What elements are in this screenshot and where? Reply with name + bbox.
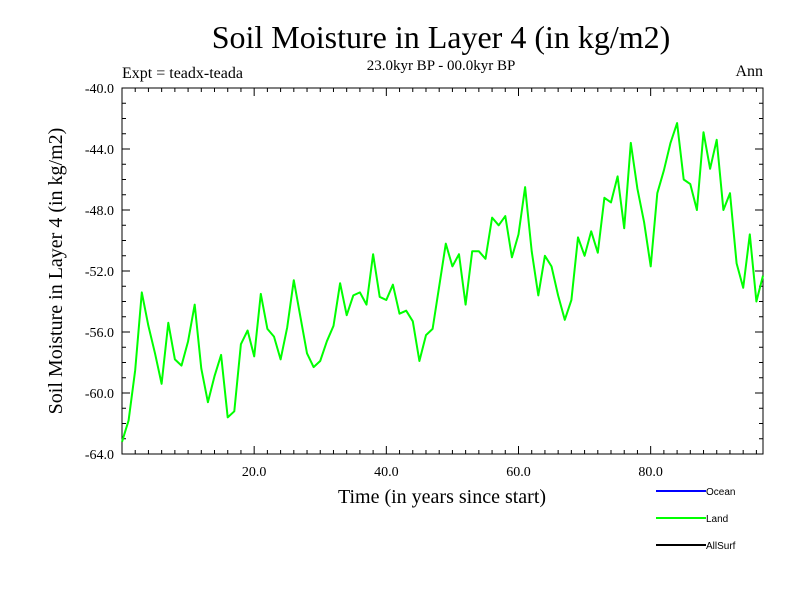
experiment-label: Expt = teadx-teada bbox=[122, 65, 243, 82]
y-tick-label: -56.0 bbox=[85, 326, 114, 341]
y-tick-label: -44.0 bbox=[85, 143, 114, 158]
chart-title: Soil Moisture in Layer 4 (in kg/m2) bbox=[212, 19, 671, 55]
y-tick-label: -52.0 bbox=[85, 265, 114, 280]
x-tick-label: 40.0 bbox=[374, 465, 399, 480]
y-tick-label: -64.0 bbox=[85, 448, 114, 463]
legend-label-ocean: Ocean bbox=[706, 487, 735, 498]
legend: Ocean Land AllSurf bbox=[656, 487, 736, 552]
axis-tick-labels: -64.0 -60.0 -56.0 -52.0 -48.0 -44.0 -40.0 20.0 4… bbox=[85, 82, 663, 480]
x-axis-label: Time (in years since start) bbox=[338, 486, 546, 508]
y-tick-label: -60.0 bbox=[85, 387, 114, 402]
series-group bbox=[121, 122, 764, 443]
legend-label-allsurf: AllSurf bbox=[706, 541, 736, 552]
x-tick-label: 80.0 bbox=[638, 465, 663, 480]
y-tick-label: -40.0 bbox=[85, 82, 114, 97]
y-axis-label: Soil Moisture in Layer 4 (in kg/m2) bbox=[45, 128, 67, 415]
legend-label-land: Land bbox=[706, 514, 728, 525]
y-tick-label: -48.0 bbox=[85, 204, 114, 219]
chart-subtitle: 23.0kyr BP - 00.0kyr BP bbox=[367, 58, 516, 74]
x-tick-label: 60.0 bbox=[506, 465, 531, 480]
x-tick-label: 20.0 bbox=[242, 465, 267, 480]
axis-ticks bbox=[122, 87, 763, 455]
period-label: Ann bbox=[735, 63, 763, 80]
series-line-land bbox=[121, 122, 764, 443]
